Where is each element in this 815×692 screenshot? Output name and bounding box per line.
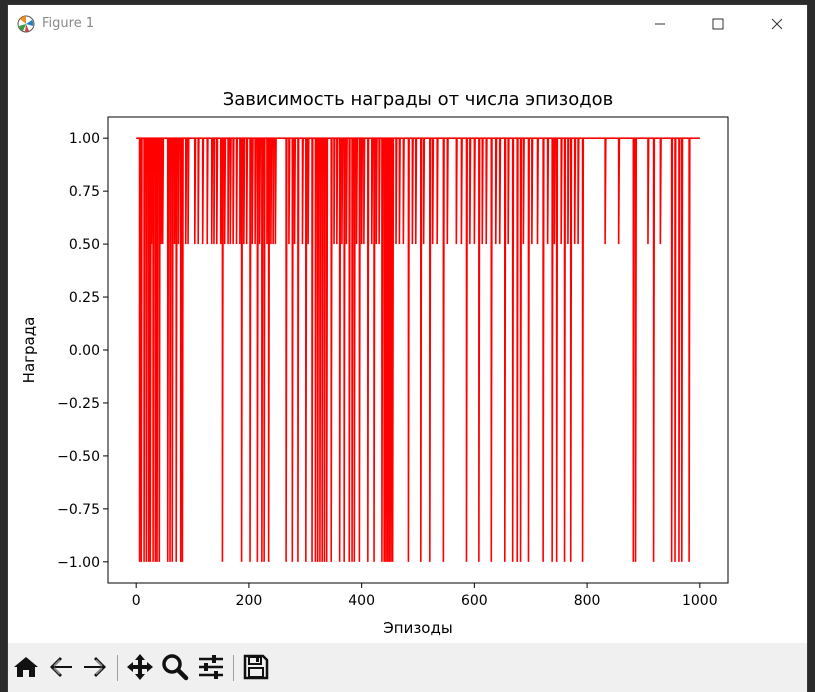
figure-canvas[interactable]: Зависимость награды от числа эпизодов 1.… <box>8 43 807 643</box>
y-tick-label: −0.75 <box>57 502 100 518</box>
minimize-icon <box>655 23 665 25</box>
forward-button[interactable] <box>80 652 110 682</box>
y-tick-label: 1.00 <box>69 131 100 147</box>
close-button[interactable] <box>748 5 806 43</box>
y-tick-label: 0.50 <box>69 237 100 253</box>
save-button[interactable] <box>241 652 271 682</box>
figure-window: Figure 1 Зависимость награды от числа эп… <box>8 5 807 692</box>
y-tick-label: 0.75 <box>69 184 100 200</box>
x-tick-label: 800 <box>574 593 601 609</box>
home-icon <box>14 657 38 677</box>
y-tick-label: −1.00 <box>57 555 100 571</box>
configure-subplots-icon <box>199 655 223 679</box>
maximize-button[interactable] <box>689 5 747 43</box>
maximize-icon <box>712 18 724 30</box>
zoom-icon <box>162 654 189 681</box>
home-button[interactable] <box>11 652 41 682</box>
chart: Зависимость награды от числа эпизодов 1.… <box>20 89 729 637</box>
back-icon <box>50 657 72 677</box>
window-title: Figure 1 <box>42 16 95 31</box>
y-axis-label: Награда <box>20 317 38 384</box>
back-button[interactable] <box>46 652 76 682</box>
configure-subplots-button[interactable] <box>196 652 226 682</box>
title-bar: Figure 1 <box>8 5 807 43</box>
y-tick-label: −0.50 <box>57 449 100 465</box>
reward-series-line <box>136 137 700 562</box>
y-tick-label: 0.00 <box>69 343 100 359</box>
y-tick-label: −0.25 <box>57 396 100 412</box>
minimize-button[interactable] <box>631 5 689 43</box>
save-icon <box>243 654 269 680</box>
chart-title: Зависимость награды от числа эпизодов <box>223 89 614 110</box>
pan-icon <box>127 654 153 680</box>
matplotlib-app-icon <box>17 15 35 33</box>
x-tick-label: 1000 <box>682 593 718 609</box>
axes-frame <box>107 116 729 584</box>
toolbar-separator <box>233 655 234 681</box>
x-tick-label: 200 <box>236 593 263 609</box>
close-icon <box>771 18 783 30</box>
zoom-button[interactable] <box>160 652 190 682</box>
x-tick-label: 400 <box>348 593 375 609</box>
navigation-toolbar <box>8 643 807 692</box>
x-axis-label: Эпизоды <box>383 619 452 637</box>
pan-button[interactable] <box>125 652 155 682</box>
forward-icon <box>84 657 106 677</box>
x-tick-label: 600 <box>461 593 488 609</box>
x-tick-label: 0 <box>132 593 141 609</box>
y-tick-label: 0.25 <box>69 290 100 306</box>
toolbar-separator <box>117 655 118 681</box>
